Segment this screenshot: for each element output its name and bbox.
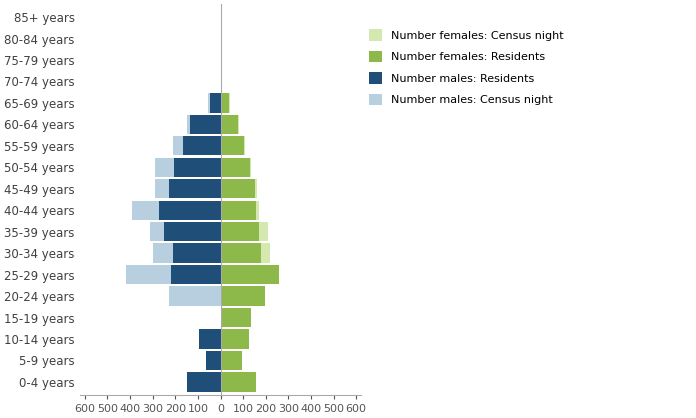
Bar [132,201,221,220]
Bar [221,222,258,241]
Bar [221,93,229,112]
Bar [221,222,268,241]
Bar [221,308,251,327]
Bar [168,286,221,306]
Bar [221,158,251,177]
Bar [221,286,264,306]
Bar [159,201,221,220]
Bar [221,265,279,284]
Bar [221,201,256,220]
Bar [190,115,221,134]
Bar [221,115,238,134]
Bar [221,179,255,199]
Bar [155,158,221,177]
Bar [168,179,221,199]
Bar [152,244,221,263]
Bar [221,329,248,349]
Bar [155,179,221,199]
Bar [221,265,279,284]
Bar [150,222,221,241]
Bar [221,244,261,263]
Bar [171,265,221,284]
Bar [183,136,221,155]
Bar [221,244,270,263]
Bar [125,265,221,284]
Bar [208,93,221,112]
Bar [221,351,242,370]
Bar [221,201,259,220]
Bar [221,136,244,155]
Bar [221,372,255,392]
Bar [221,136,246,155]
Bar [206,351,221,370]
Bar [187,372,221,392]
Bar [221,93,230,112]
Bar [221,115,239,134]
Bar [164,222,221,241]
Bar [174,158,221,177]
Bar [199,329,221,349]
Bar [187,115,221,134]
Legend: Number females: Census night, Number females: Residents, Number males: Residents: Number females: Census night, Number fem… [369,29,564,105]
Bar [173,136,221,155]
Bar [173,244,221,263]
Bar [221,158,251,177]
Bar [209,93,221,112]
Bar [221,179,257,199]
